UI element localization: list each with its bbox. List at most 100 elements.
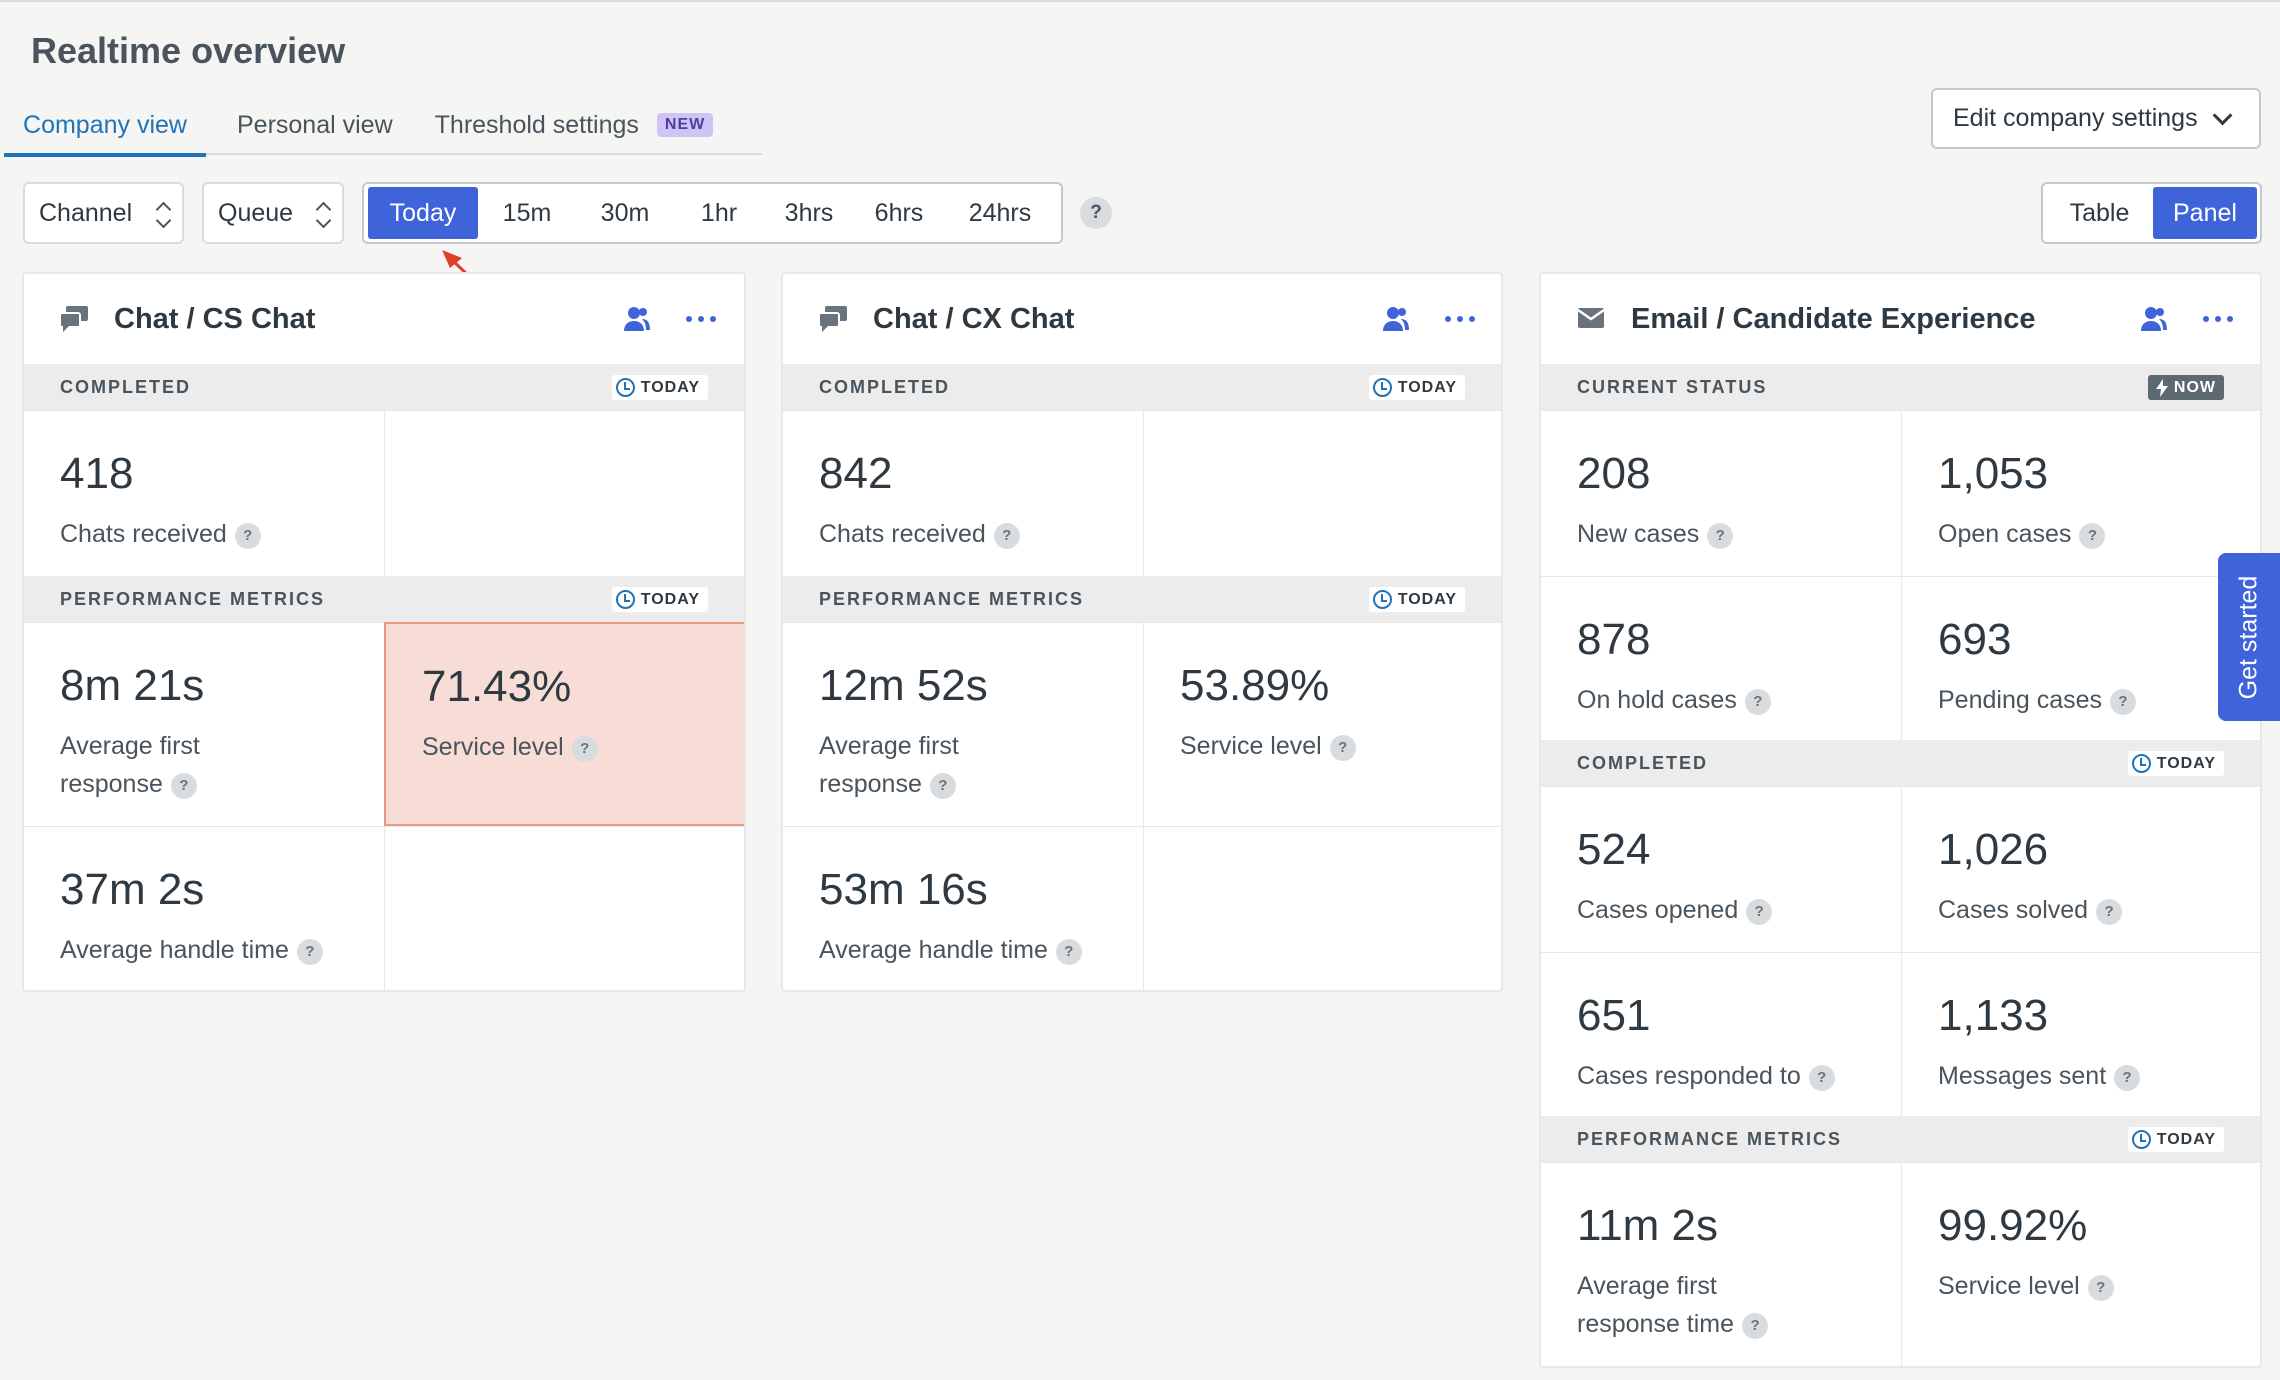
section-performance-metrics: PERFORMANCE METRICS TODAY (24, 576, 744, 622)
metric-pending-cases: 693 Pending cases? (1901, 576, 2260, 740)
more-icon[interactable] (686, 304, 716, 334)
today-badge: TODAY (2127, 1127, 2224, 1152)
tab-personal-view[interactable]: Personal view (237, 110, 393, 139)
help-icon[interactable]: ? (1744, 689, 1771, 715)
empty-cell (1143, 410, 1501, 576)
help-icon[interactable]: ? (993, 523, 1020, 549)
metric-label: Cases responded to? (1577, 1057, 1877, 1095)
help-icon[interactable]: ? (296, 939, 323, 965)
help-icon[interactable]: ? (2114, 1065, 2141, 1091)
get-started-button[interactable]: Get started (2218, 553, 2280, 721)
card-email-candidate-experience: Email / Candidate Experience CURRENT STA… (1539, 272, 2262, 1368)
agents-icon[interactable] (1381, 304, 1411, 334)
metric-service-level: 53.89% Service level? (1143, 622, 1501, 826)
help-icon[interactable]: ? (2079, 523, 2106, 549)
metric-label-text: On hold cases (1577, 686, 1737, 714)
today-badge: TODAY (1368, 375, 1465, 400)
help-icon[interactable]: ? (1080, 197, 1112, 229)
range-1hr-button[interactable]: 1hr (700, 198, 738, 227)
help-icon[interactable]: ? (571, 736, 598, 762)
metric-label: Service level? (422, 728, 722, 766)
help-icon[interactable]: ? (2110, 689, 2137, 715)
metric-label-text: Average first response time (1577, 1272, 1735, 1338)
email-icon (1577, 308, 1605, 328)
help-icon[interactable]: ? (234, 523, 261, 549)
help-icon[interactable]: ? (1746, 899, 1773, 925)
metric-messages-sent: 1,133 Messages sent? (1901, 952, 2260, 1116)
card-chat-cx-chat: Chat / CX Chat COMPLETED TODAY 842 Chats… (781, 272, 1503, 992)
metric-label-text: Average first response (819, 732, 959, 798)
chevron-down-icon (2212, 105, 2233, 125)
help-icon[interactable]: ? (1808, 1065, 1835, 1091)
view-toggle: Table Panel (2041, 182, 2262, 244)
queue-select-value: Queue (218, 198, 294, 227)
range-30m-button[interactable]: 30m (600, 198, 650, 227)
section-label: PERFORMANCE METRICS (60, 588, 326, 609)
range-6hrs-button[interactable]: 6hrs (874, 198, 924, 227)
help-icon[interactable]: ? (1707, 523, 1734, 549)
range-15m-button[interactable]: 15m (502, 198, 552, 227)
range-24hrs-button[interactable]: 24hrs (968, 198, 1032, 227)
more-icon[interactable] (2203, 304, 2233, 334)
metric-value: 11m 2s (1577, 1201, 1719, 1250)
chat-icon (59, 306, 88, 332)
help-icon[interactable]: ? (1742, 1313, 1769, 1339)
metric-label-text: Cases opened (1577, 896, 1739, 924)
clock-icon (2131, 1130, 2151, 1149)
metric-value: 37m 2s (60, 865, 205, 914)
range-3hrs-button[interactable]: 3hrs (784, 198, 834, 227)
edit-company-settings-button[interactable]: Edit company settings (1931, 88, 2261, 149)
metric-value: 524 (1577, 825, 1651, 874)
metric-label-text: Service level (422, 733, 564, 761)
metric-new-cases: 208 New cases? (1541, 410, 1901, 576)
table-view-button[interactable]: Table (2069, 198, 2130, 227)
metric-label-text: Average first response (60, 732, 200, 798)
metric-value: 693 (1938, 615, 2012, 664)
queue-select[interactable]: Queue (202, 182, 344, 244)
badge-label: NOW (2173, 378, 2216, 396)
metric-cases-solved: 1,026 Cases solved? (1901, 786, 2260, 952)
empty-cell (1143, 826, 1501, 990)
card-header: Chat / CX Chat (783, 274, 1501, 364)
metric-label-text: Messages sent (1938, 1062, 2107, 1090)
metric-label: Chats received? (819, 515, 1119, 553)
metric-average-handle-time: 37m 2s Average handle time? (24, 826, 384, 990)
metric-label: Average first response? (819, 727, 999, 803)
help-icon[interactable]: ? (2087, 1275, 2114, 1301)
help-icon[interactable]: ? (2096, 899, 2123, 925)
channel-select[interactable]: Channel (23, 182, 184, 244)
tab-threshold-settings[interactable]: Threshold settings NEW (414, 95, 735, 155)
sort-icon (316, 201, 330, 229)
metric-value: 1,053 (1938, 449, 2049, 498)
metric-value: 1,133 (1938, 991, 2049, 1040)
new-badge: NEW (656, 113, 714, 137)
metric-average-first-response-time: 11m 2s Average first response time? (1541, 1162, 1901, 1366)
metric-label: Open cases? (1938, 515, 2238, 553)
agents-icon[interactable] (2139, 304, 2169, 334)
metric-label-text: Cases responded to (1577, 1062, 1801, 1090)
sort-icon (156, 201, 170, 229)
metric-value: 1,026 (1938, 825, 2049, 874)
agents-icon[interactable] (622, 304, 652, 334)
help-icon[interactable]: ? (170, 773, 197, 799)
card-title: Chat / CX Chat (873, 302, 1075, 335)
clock-icon (615, 378, 635, 397)
help-icon[interactable]: ? (929, 773, 956, 799)
metric-label: Messages sent? (1938, 1057, 2238, 1095)
today-badge: TODAY (1368, 587, 1465, 612)
range-today-button[interactable]: Today (368, 187, 478, 239)
section-label: COMPLETED (819, 376, 951, 397)
section-label: CURRENT STATUS (1577, 376, 1768, 397)
metric-average-handle-time: 53m 16s Average handle time? (783, 826, 1143, 990)
section-performance-metrics: PERFORMANCE METRICS TODAY (783, 576, 1501, 622)
help-icon[interactable]: ? (1329, 735, 1356, 761)
metric-label: Chats received? (60, 515, 360, 553)
panel-view-button[interactable]: Panel (2152, 187, 2257, 239)
metric-label: Cases solved? (1938, 891, 2238, 929)
metric-label: Average first response? (60, 727, 240, 803)
help-icon[interactable]: ? (1055, 939, 1082, 965)
more-icon[interactable] (1445, 304, 1475, 334)
badge-label: TODAY (1397, 378, 1457, 396)
metric-service-level: 99.92% Service level? (1901, 1162, 2260, 1366)
tab-company-view[interactable]: Company view (4, 95, 206, 157)
